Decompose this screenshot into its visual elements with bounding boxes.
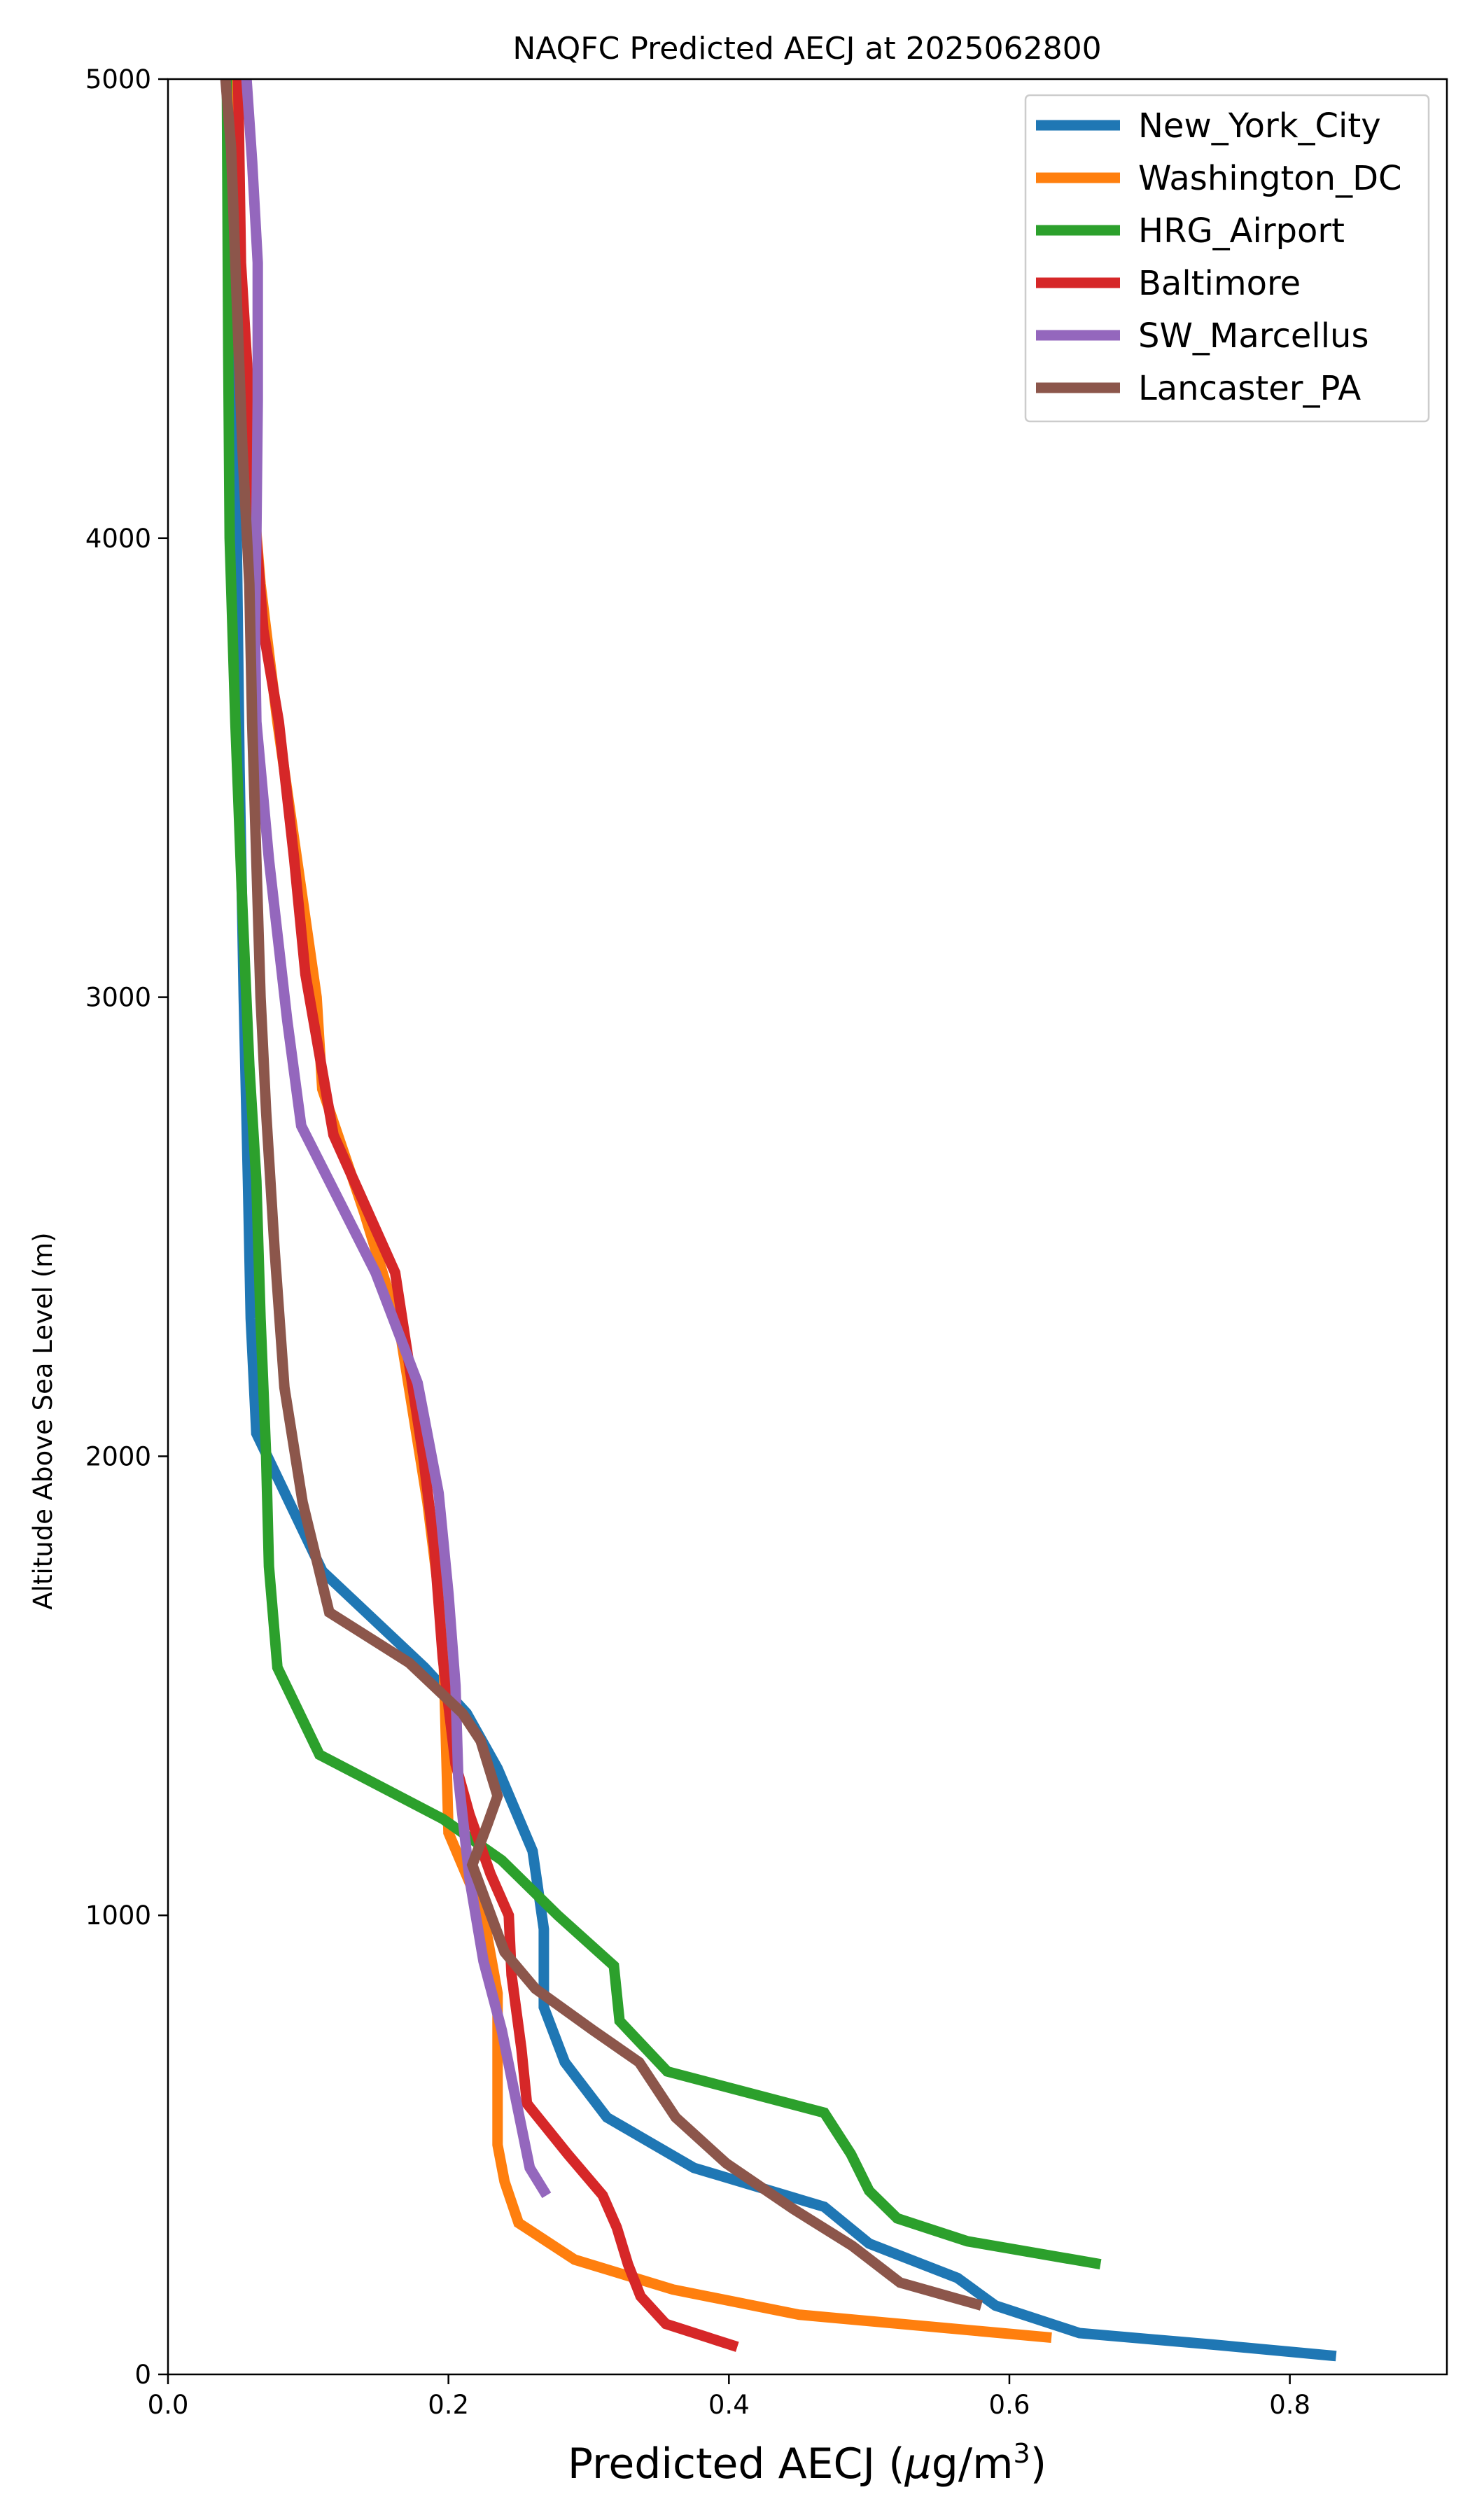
- y-tick-label: 4000: [85, 524, 151, 554]
- series-layer: [220, 79, 1337, 2362]
- x-axis-label-exponent: 3: [1014, 2438, 1030, 2469]
- x-axis-label-main: Predicted AECJ (: [568, 2440, 905, 2488]
- x-tick-label: 0.4: [708, 2390, 750, 2420]
- chart-title: NAQFC Predicted AECJ at 2025062800: [512, 31, 1101, 66]
- legend-label-washington-dc: Washington_DC: [1138, 159, 1402, 198]
- x-axis-label: Predicted AECJ (μg/m3): [568, 2438, 1046, 2488]
- series-line-lancaster-pa: [220, 79, 983, 2311]
- x-tick-label: 0.6: [989, 2390, 1030, 2420]
- y-tick-label: 2000: [85, 1441, 151, 1471]
- legend-box: [1024, 94, 1430, 423]
- legend-label-baltimore: Baltimore: [1138, 264, 1301, 303]
- legend-label-sw-marcellus: SW_Marcellus: [1138, 316, 1368, 356]
- legend-label-new-york-city: New_York_City: [1138, 106, 1381, 146]
- y-axis: 0 1000 2000 3000 4000 5000: [85, 64, 168, 2390]
- x-axis-label-unit: g/m: [932, 2440, 1014, 2488]
- y-tick-label: 3000: [85, 983, 151, 1013]
- series-line-sw-marcellus: [241, 79, 552, 2199]
- x-axis-label-symbol: μ: [904, 2440, 932, 2488]
- y-tick-label: 1000: [85, 1900, 151, 1931]
- series-line-hrg-airport: [221, 79, 1102, 2269]
- x-axis: 0.0 0.2 0.4 0.6 0.8: [148, 2374, 1310, 2420]
- y-tick-label: 0: [134, 2360, 151, 2390]
- x-tick-label: 0.0: [148, 2390, 189, 2420]
- plot-frame: [167, 78, 1448, 2376]
- y-tick-label: 5000: [85, 64, 151, 94]
- legend-label-hrg-airport: HRG_Airport: [1138, 211, 1345, 251]
- x-tick-label: 0.8: [1269, 2390, 1310, 2420]
- y-axis-label: Altitude Above Sea Level (m): [28, 1232, 58, 1609]
- legend: New_York_City Washington_DC HRG_Airport Bal…: [1024, 94, 1430, 423]
- x-tick-label: 0.2: [428, 2390, 469, 2420]
- legend-label-lancaster-pa: Lancaster_PA: [1138, 369, 1361, 408]
- x-axis-label-close: ): [1030, 2440, 1046, 2488]
